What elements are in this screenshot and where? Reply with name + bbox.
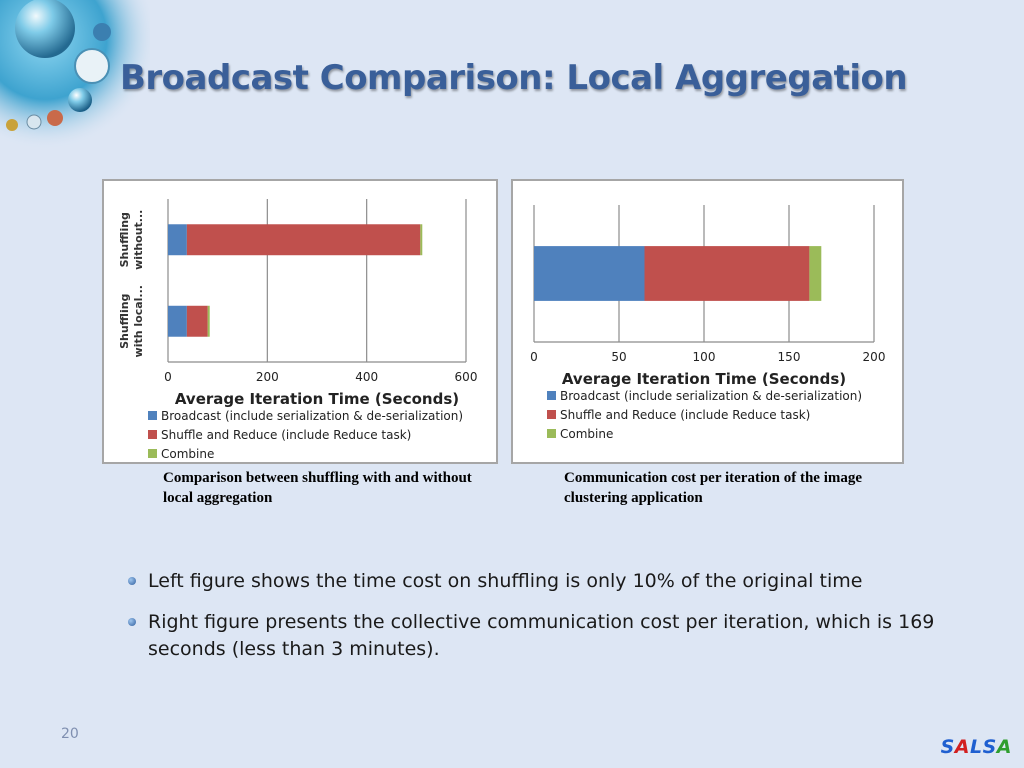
- y-category-label-line: Shuffling: [118, 212, 131, 267]
- legend-label: Combine: [560, 427, 613, 441]
- salsa-letter: L: [969, 736, 983, 758]
- legend-swatch: [547, 410, 556, 419]
- y-category-label-line: with local...: [132, 285, 145, 357]
- salsa-letter: S: [982, 736, 997, 758]
- bar-segment: [534, 246, 645, 301]
- legend-swatch: [148, 430, 157, 439]
- x-tick-label: 150: [778, 350, 801, 364]
- bullet-icon: [128, 618, 136, 626]
- x-tick-label: 50: [611, 350, 626, 364]
- y-category-label-line: without...: [132, 210, 145, 270]
- salsa-letter: S: [940, 736, 955, 758]
- left-chart-figure: 0 200 400 600 Shuffling without... Shuffling wi…: [102, 179, 498, 464]
- bar-segment: [168, 305, 187, 337]
- salsa-letter: A: [996, 736, 1012, 758]
- x-tick-label: 200: [863, 350, 886, 364]
- left-figure-caption: Comparison between shuffling with and wi…: [163, 470, 472, 506]
- bar-segment: [186, 305, 208, 337]
- legend-label: Shuffle and Reduce (include Reduce task): [560, 408, 810, 422]
- legend-swatch: [547, 429, 556, 438]
- right-figure-caption: Communication cost per iteration of the …: [564, 470, 863, 506]
- slide-title: Broadcast Comparison: Local Aggregation: [120, 58, 908, 98]
- legend-label: Broadcast (include serialization & de-se…: [161, 409, 463, 423]
- x-tick-label: 200: [256, 370, 279, 384]
- bar-segment: [168, 224, 187, 256]
- bullet-list: Left figure shows the time cost on shuff…: [128, 568, 948, 677]
- page-number: 20: [61, 726, 79, 742]
- y-category-label: Shuffling without...: [118, 210, 145, 270]
- bullet-text: Left figure shows the time cost on shuff…: [148, 570, 863, 592]
- x-tick-label: 400: [355, 370, 378, 384]
- legend-label: Combine: [161, 447, 214, 461]
- legend-swatch: [148, 411, 157, 420]
- legend-swatch: [148, 449, 157, 458]
- right-chart: 0 50 100 150 200 Average Iteration Time (Seco…: [530, 205, 886, 441]
- bar-segment: [644, 246, 810, 301]
- salsa-letter: A: [954, 736, 970, 758]
- bullet-item: Left figure shows the time cost on shuff…: [128, 568, 948, 595]
- y-category-label-line: Shuffling: [118, 294, 131, 349]
- bullet-item: Right figure presents the collective com…: [128, 609, 948, 663]
- x-tick-label: 600: [455, 370, 478, 384]
- globe-logo: [0, 0, 150, 150]
- bullet-icon: [128, 577, 136, 585]
- bar-segment: [207, 305, 210, 337]
- salsa-logo: SALSA: [941, 736, 1012, 758]
- x-axis-title: Average Iteration Time (Seconds): [562, 370, 846, 388]
- bar-segment: [809, 246, 822, 301]
- legend-swatch: [547, 391, 556, 400]
- right-chart-figure: 0 50 100 150 200 Average Iteration Time (Seco…: [511, 179, 904, 464]
- x-axis-title: Average Iteration Time (Seconds): [175, 390, 459, 408]
- x-tick-label: 100: [693, 350, 716, 364]
- legend-label: Broadcast (include serialization & de-se…: [560, 389, 862, 403]
- legend-label: Shuffle and Reduce (include Reduce task): [161, 428, 411, 442]
- y-category-label: Shuffling with local...: [118, 285, 145, 357]
- x-tick-label: 0: [164, 370, 172, 384]
- x-tick-label: 0: [530, 350, 538, 364]
- bar-segment: [420, 224, 423, 256]
- bullet-text: Right figure presents the collective com…: [148, 611, 935, 660]
- bar-segment: [186, 224, 421, 256]
